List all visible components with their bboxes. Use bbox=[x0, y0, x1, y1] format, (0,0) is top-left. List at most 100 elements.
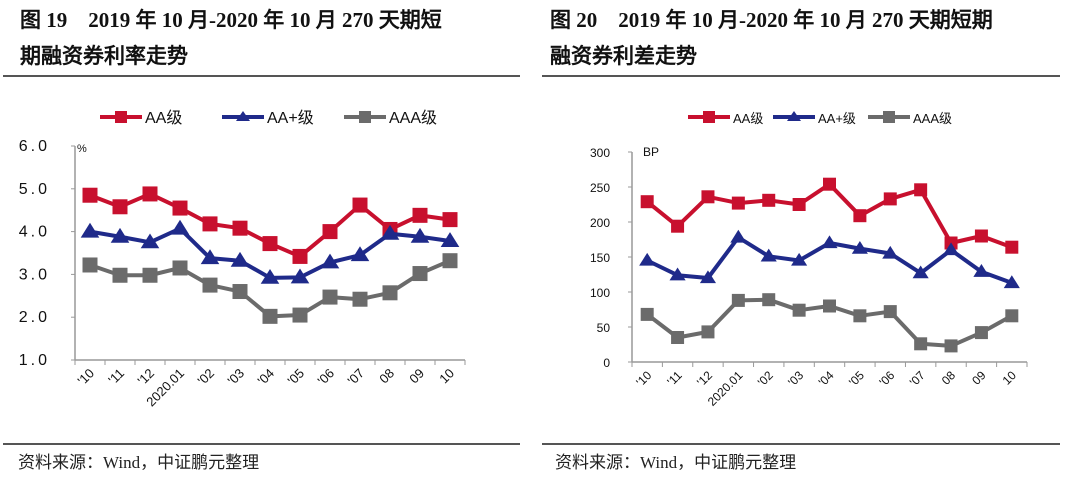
data-point-triangle bbox=[791, 252, 808, 266]
data-point-square bbox=[914, 183, 928, 197]
data-point-triangle bbox=[410, 227, 430, 243]
data-point-square bbox=[292, 307, 308, 323]
data-point-square bbox=[142, 267, 158, 283]
unit-label: % bbox=[77, 143, 87, 155]
source-note: 资料来源：Wind，中证鹏元整理 bbox=[18, 453, 260, 472]
data-point-square bbox=[232, 284, 248, 300]
data-point-square bbox=[1005, 309, 1019, 323]
y-tick-label: 150 bbox=[590, 251, 610, 265]
y-tick-label: 3.0 bbox=[19, 266, 50, 283]
y-tick-label: 0 bbox=[603, 356, 610, 370]
x-tick-label: 10 bbox=[436, 366, 457, 387]
legend-item: AA级 bbox=[100, 109, 182, 127]
x-tick-label: 10 bbox=[1000, 368, 1020, 388]
data-point-triangle bbox=[80, 222, 100, 238]
data-point-square bbox=[640, 307, 654, 321]
x-tick-label: '07 bbox=[907, 368, 928, 389]
legend-label: AA+级 bbox=[818, 111, 856, 126]
data-point-triangle bbox=[699, 270, 717, 284]
data-point-square bbox=[731, 196, 745, 210]
x-tick-label: '06 bbox=[315, 366, 338, 389]
x-tick-label: '07 bbox=[345, 366, 368, 389]
x-tick-label: '05 bbox=[846, 368, 867, 389]
data-point-square bbox=[172, 260, 188, 276]
series-aaa bbox=[82, 253, 458, 324]
data-point-triangle bbox=[230, 251, 250, 267]
legend-triangle-marker bbox=[787, 111, 801, 121]
x-tick-label: '11 bbox=[664, 368, 685, 389]
data-point-square bbox=[853, 209, 867, 223]
data-point-triangle bbox=[942, 242, 960, 256]
data-point-square bbox=[823, 299, 836, 313]
figure-19: 图 19 2019 年 10 月-2020 年 10 月 270 天期短 期融资… bbox=[0, 0, 530, 480]
data-point-triangle bbox=[140, 233, 160, 249]
x-tick-label: '12 bbox=[694, 368, 715, 389]
legend-item: AAA级 bbox=[344, 109, 437, 127]
data-point-square bbox=[823, 177, 836, 191]
data-point-square bbox=[202, 216, 218, 232]
data-point-square bbox=[762, 193, 776, 207]
legend-label: AAA级 bbox=[389, 109, 437, 127]
data-point-triangle bbox=[110, 227, 130, 243]
data-point-triangle bbox=[350, 246, 370, 262]
figure-title-line1: 图 19 2019 年 10 月-2020 年 10 月 270 天期短 bbox=[20, 8, 442, 32]
x-tick-label: '04 bbox=[255, 366, 278, 389]
x-tick-label: 08 bbox=[939, 368, 959, 388]
x-tick-label: '05 bbox=[285, 366, 308, 389]
data-point-square bbox=[82, 257, 98, 273]
x-tick-label: '11 bbox=[105, 366, 127, 388]
data-point-triangle bbox=[200, 249, 220, 265]
data-point-square bbox=[883, 305, 897, 319]
data-point-square bbox=[671, 219, 685, 233]
data-point-square bbox=[412, 207, 428, 223]
y-tick-label: 2.0 bbox=[19, 309, 50, 326]
figure-title-line2: 融资券利差走势 bbox=[550, 44, 697, 68]
data-point-square bbox=[792, 303, 806, 317]
data-point-triangle bbox=[851, 240, 868, 254]
data-point-triangle bbox=[260, 268, 280, 284]
legend-item: AA+级 bbox=[222, 109, 314, 127]
data-point-square bbox=[853, 309, 867, 323]
figure-title-line1: 图 20 2019 年 10 月-2020 年 10 月 270 天期短期 bbox=[550, 8, 993, 32]
data-point-square bbox=[82, 187, 98, 203]
data-point-triangle bbox=[973, 264, 990, 277]
data-point-triangle bbox=[730, 229, 747, 243]
figure-title-line2: 期融资券利率走势 bbox=[20, 44, 188, 68]
x-tick-label: '10 bbox=[75, 366, 98, 389]
data-point-triangle bbox=[290, 268, 310, 284]
y-tick-label: 4.0 bbox=[19, 224, 50, 241]
y-tick-label: 50 bbox=[597, 321, 611, 335]
legend-square-marker bbox=[883, 111, 895, 123]
legend-item: AAA级 bbox=[868, 111, 952, 126]
data-point-square bbox=[262, 236, 278, 252]
legend-label: AA+级 bbox=[267, 109, 314, 127]
data-point-triangle bbox=[639, 252, 656, 266]
data-point-triangle bbox=[912, 265, 929, 279]
data-point-square bbox=[442, 253, 458, 269]
data-point-triangle bbox=[821, 235, 838, 249]
legend-label: AA级 bbox=[733, 111, 763, 126]
data-point-triangle bbox=[440, 232, 460, 248]
data-point-square bbox=[974, 326, 988, 340]
legend-label: AA级 bbox=[145, 109, 182, 127]
spread-chart: 050100150200250300'10'11'122020.01'02'03… bbox=[590, 111, 1028, 409]
title-divider bbox=[542, 75, 1060, 77]
data-point-square bbox=[262, 308, 278, 324]
data-point-square bbox=[112, 199, 128, 215]
data-point-triangle bbox=[170, 219, 190, 235]
data-point-triangle bbox=[760, 248, 777, 262]
data-point-square bbox=[352, 291, 368, 307]
data-point-square bbox=[974, 229, 988, 243]
figure-20: 图 20 2019 年 10 月-2020 年 10 月 270 天期短期 融资… bbox=[540, 0, 1075, 480]
x-tick-label: '04 bbox=[816, 368, 837, 389]
data-point-square bbox=[232, 220, 248, 236]
data-point-square bbox=[142, 186, 158, 202]
data-point-square bbox=[731, 293, 745, 307]
data-point-triangle bbox=[380, 224, 400, 240]
data-point-square bbox=[944, 339, 958, 353]
data-point-square bbox=[914, 337, 928, 351]
data-point-square bbox=[172, 200, 188, 216]
y-tick-label: 6.0 bbox=[19, 138, 50, 155]
x-tick-label: 08 bbox=[376, 366, 397, 387]
data-point-square bbox=[762, 293, 776, 307]
